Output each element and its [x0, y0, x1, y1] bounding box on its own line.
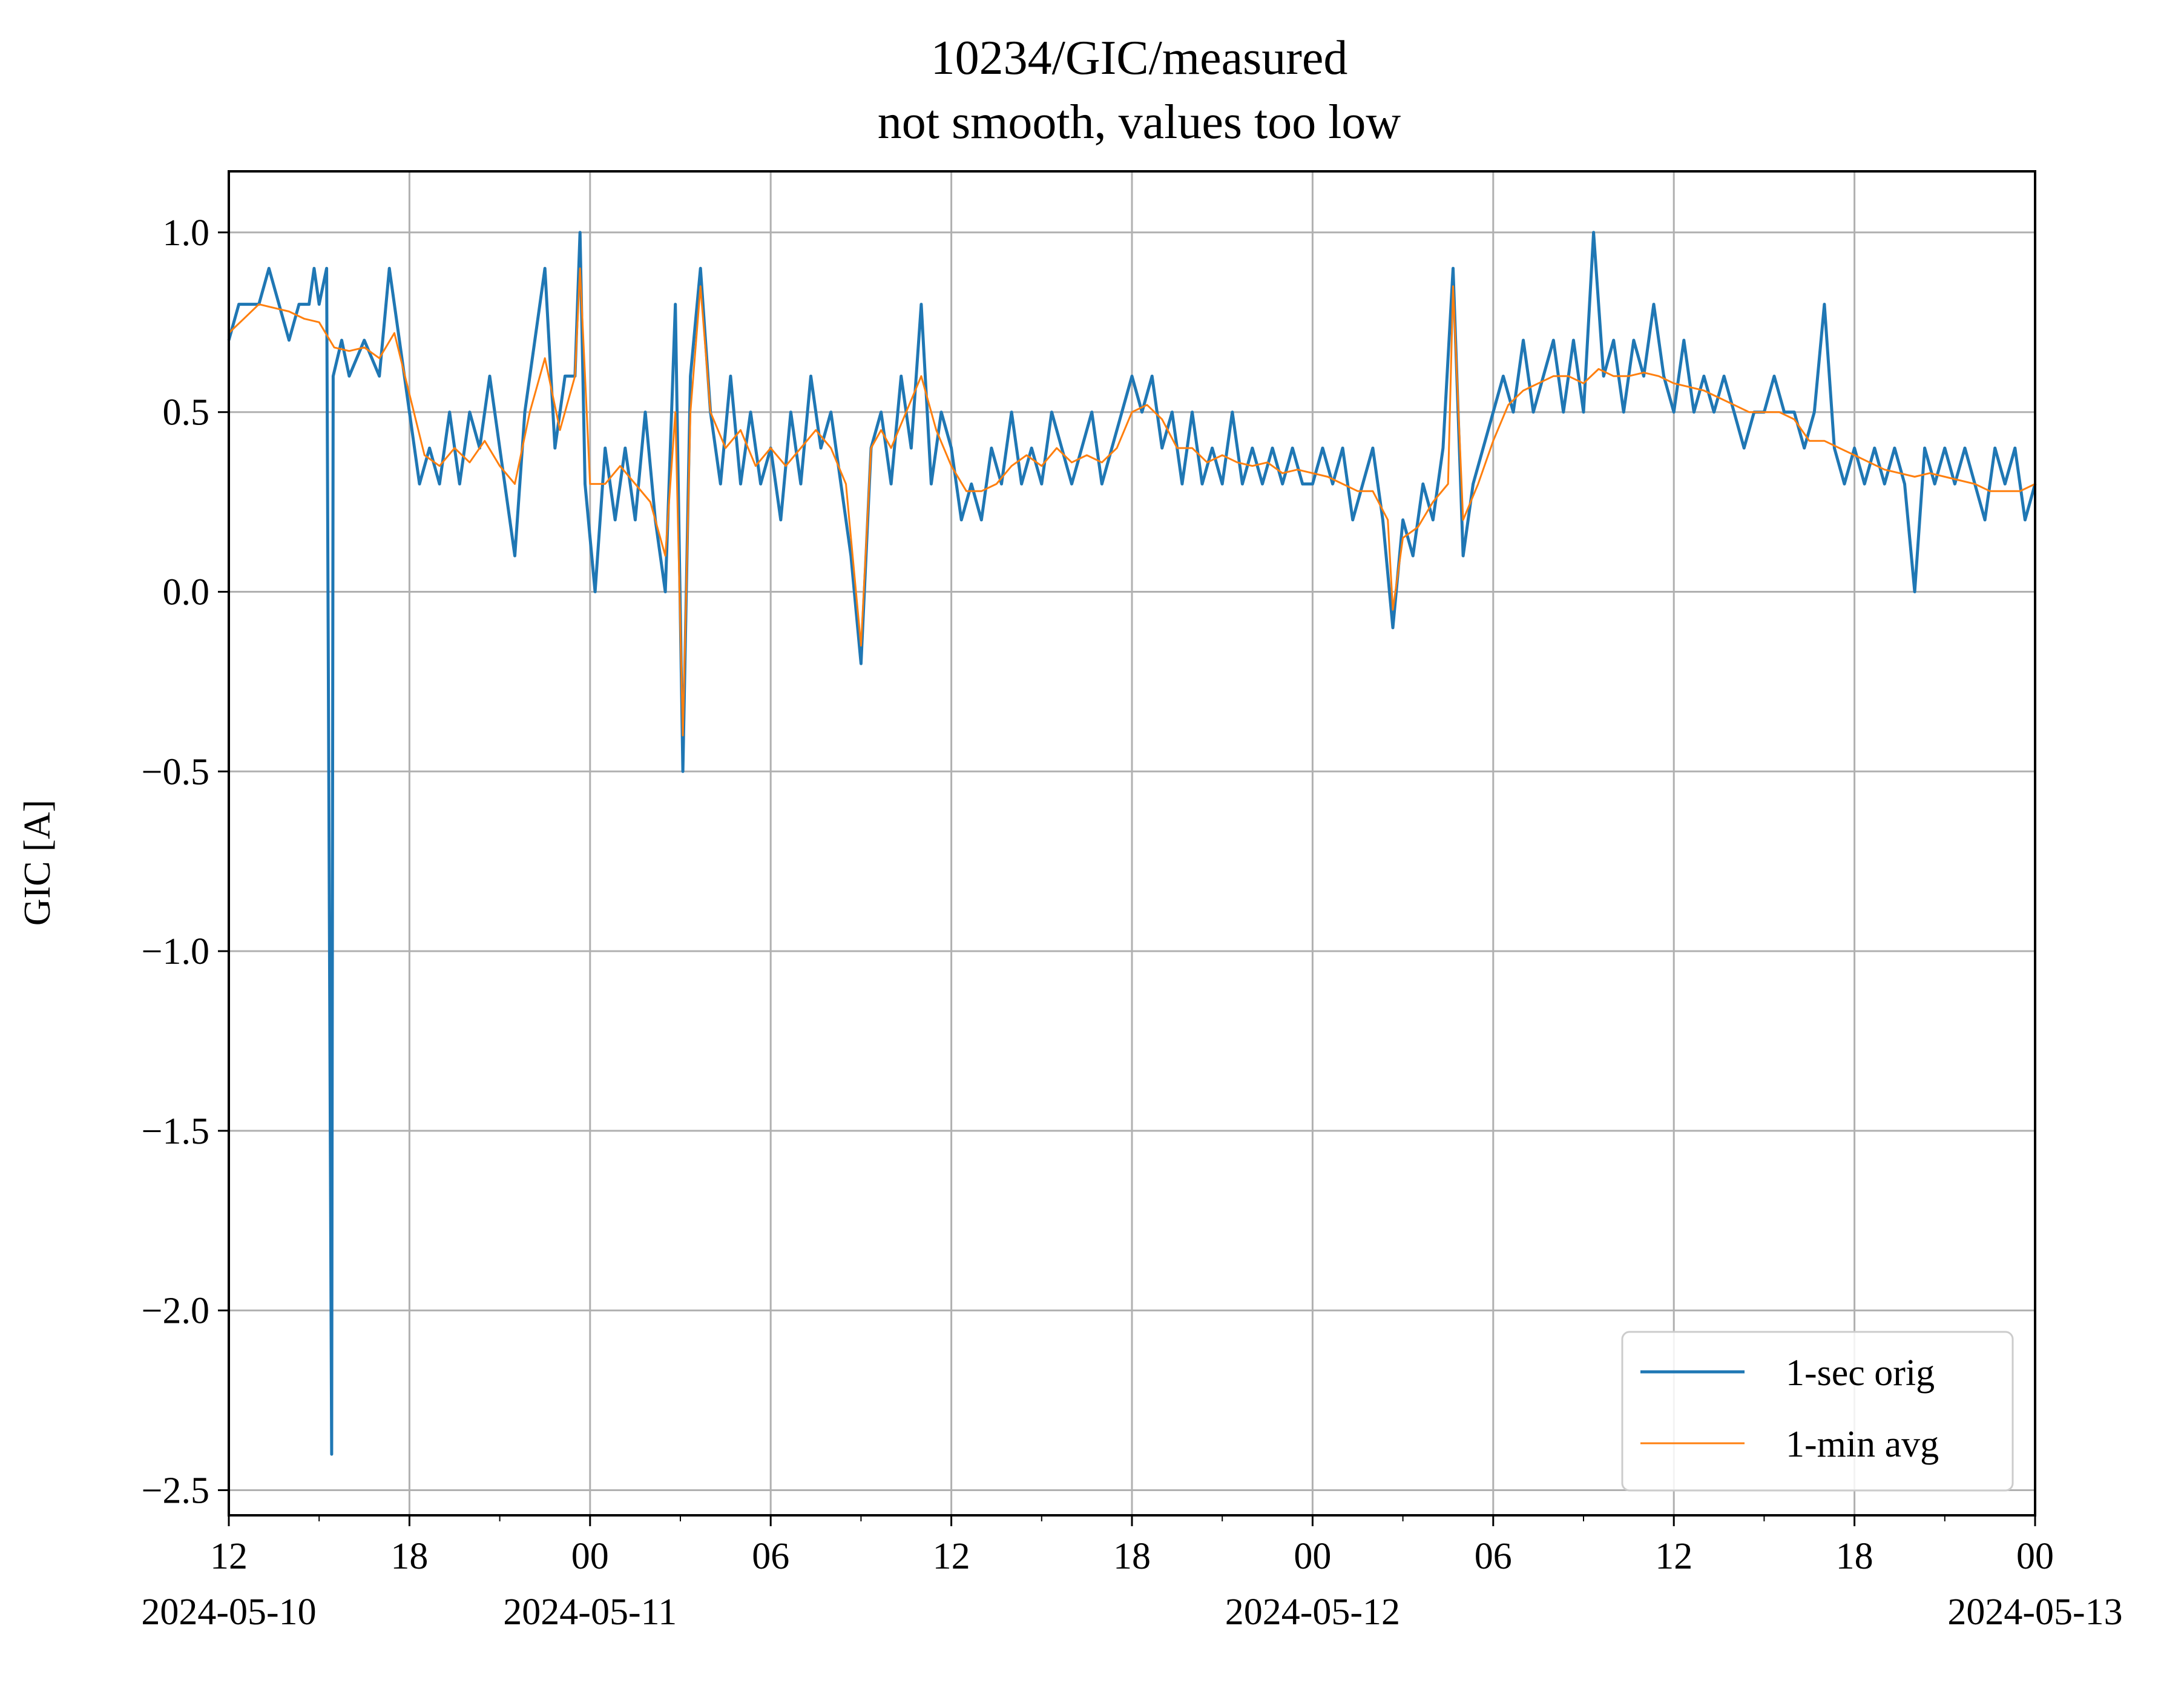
chart-title: 10234/GIC/measured: [931, 31, 1348, 85]
legend-label-1-min-avg: 1-min avg: [1786, 1424, 1939, 1465]
y-axis-label: GIC [A]: [17, 800, 58, 926]
x-tick-label-8: 12: [1655, 1536, 1692, 1577]
chart-subtitle: not smooth, values too low: [878, 96, 1401, 149]
x-tick-label-4: 12: [933, 1536, 970, 1577]
x-tick-label-0: 12: [210, 1536, 248, 1577]
y-tick-label-2: 0.0: [163, 571, 210, 613]
y-tick-label-5: −1.5: [142, 1111, 209, 1152]
x-date-label-2: 2024-05-11: [503, 1592, 677, 1633]
x-tick-label-7: 06: [1475, 1536, 1512, 1577]
y-tick-label-3: −0.5: [142, 751, 209, 792]
x-tick-label-9: 18: [1836, 1536, 1873, 1577]
x-tick-label-10: 00: [2016, 1536, 2054, 1577]
x-tick-label-1: 18: [390, 1536, 428, 1577]
axes: 12 2024-05-10 18 00 2024-05-11 06 12 18 00 2024-0…: [141, 170, 2123, 1633]
x-tick-label-3: 06: [752, 1536, 789, 1577]
y-tick-label-4: −1.0: [142, 931, 209, 972]
x-tick-label-5: 18: [1113, 1536, 1151, 1577]
legend: 1-sec orig 1-min avg: [1621, 1331, 2014, 1492]
x-tick-label-2: 00: [571, 1536, 609, 1577]
x-date-label-6: 2024-05-12: [1225, 1592, 1400, 1633]
series-line-1-sec-orig: [227, 231, 2037, 1456]
plot-frame: [228, 170, 2036, 1517]
x-date-label-0: 2024-05-10: [141, 1592, 316, 1633]
x-date-label-10: 2024-05-13: [1947, 1592, 2122, 1633]
y-tick-label-6: −2.0: [142, 1291, 209, 1332]
legend-label-1-sec-orig: 1-sec orig: [1786, 1352, 1935, 1394]
x-tick-label-6: 00: [1294, 1536, 1331, 1577]
y-tick-label-7: −2.5: [142, 1470, 209, 1511]
plot-lines: [227, 231, 2037, 1456]
y-tick-label-1: 0.5: [163, 392, 210, 433]
y-tick-label-0: 1.0: [163, 212, 210, 254]
series-line-1-min-avg: [228, 267, 2036, 737]
